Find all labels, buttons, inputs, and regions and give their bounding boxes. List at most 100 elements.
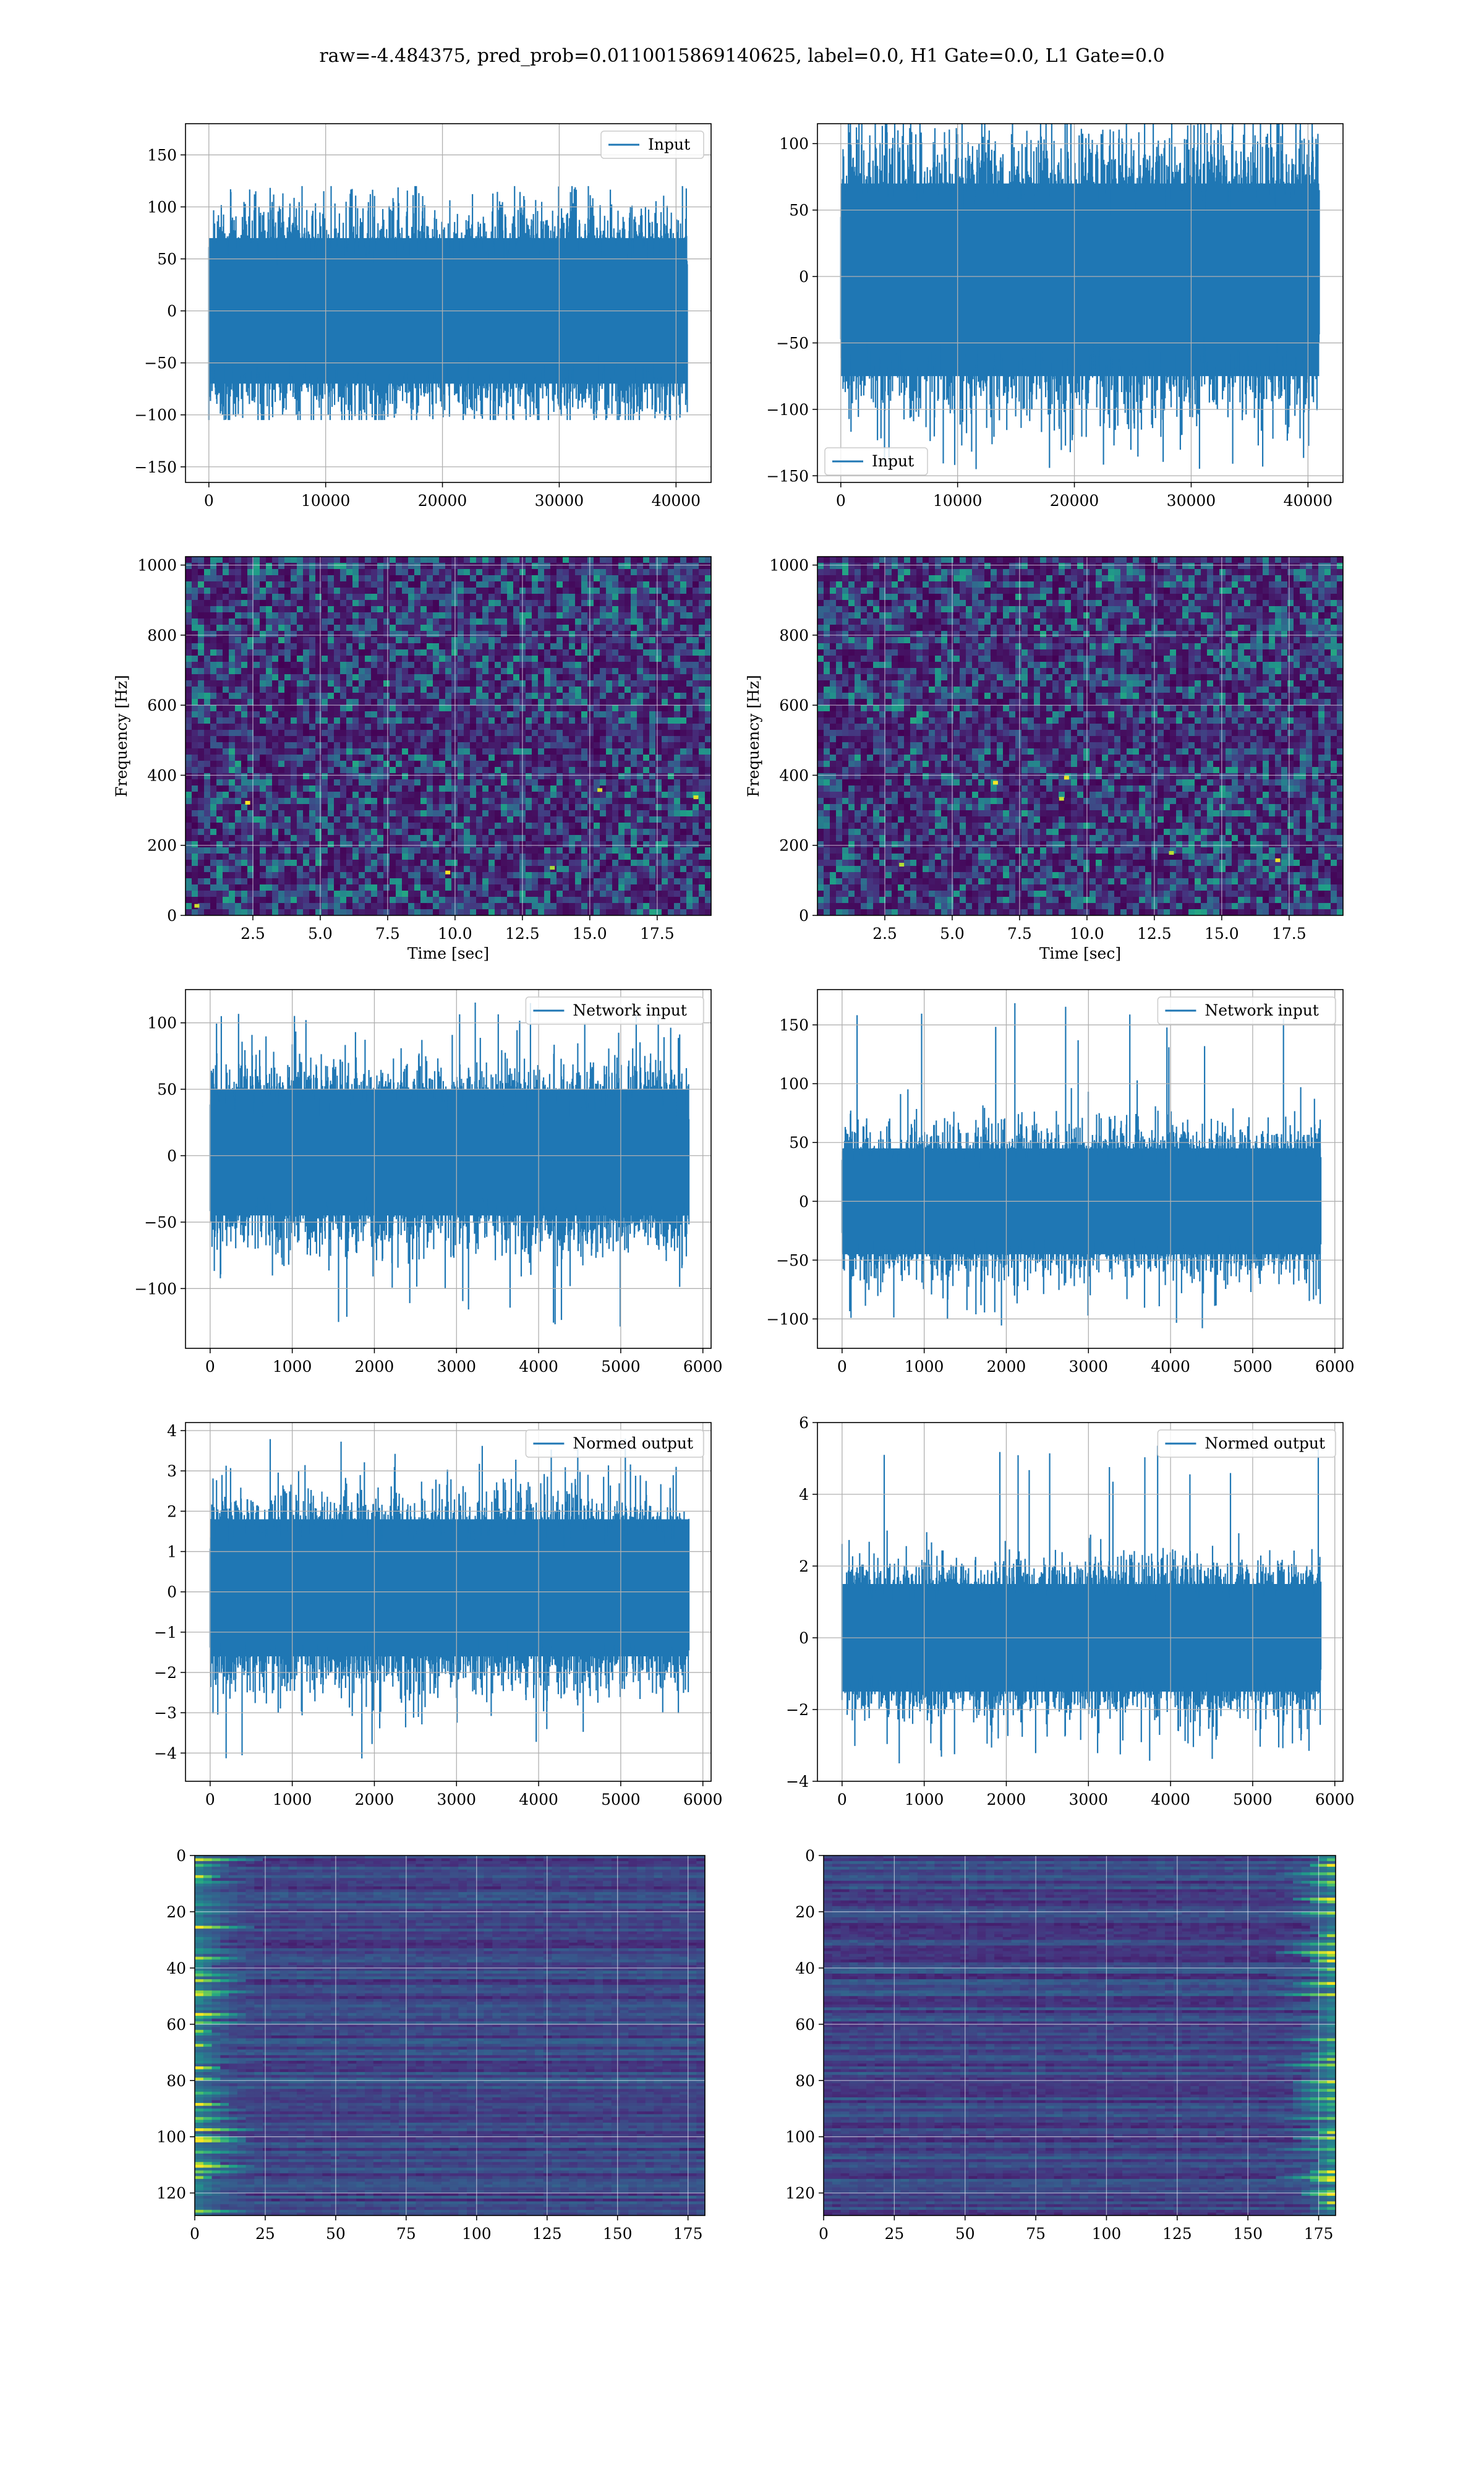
y-tick-label: 0 [167,1583,177,1601]
x-tick-label: 150 [1233,2225,1263,2243]
y-tick-label: 400 [147,766,177,784]
grid [817,990,1343,1348]
series-line-network-input [841,1003,1322,1329]
y-tick-label: 1 [167,1543,177,1561]
grid [817,1423,1343,1781]
x-tick-label: 25 [255,2225,275,2243]
x-tick-label: 4000 [1151,1358,1190,1376]
y-tick-label: 0 [799,268,809,286]
plot-frame [817,556,1344,916]
grid [824,1856,1336,2215]
y-tick-label: 60 [166,2016,186,2034]
x-tick-label: 30000 [1167,492,1216,510]
legend-label: Input [648,135,690,153]
grid [195,1856,705,2215]
legend: Input [600,131,704,159]
panel-r1c1: 0 10000 20000 30000 40000 −150 −100 −50 0 50 100 15… [134,123,712,510]
y-tick-label: 4 [167,1422,177,1440]
grid [186,1423,711,1781]
y-tick-label: 200 [147,837,177,855]
x-tick-label: 75 [1026,2225,1046,2243]
y-tick-label: 100 [779,1075,809,1093]
grid [186,124,711,482]
x-tick-label: 3000 [437,1791,476,1808]
x-tick-label: 0 [837,1791,847,1808]
panel-r5c1: 0 25 50 75 100 125 150 175 0 20 40 60 80 100 120 [156,1847,706,2243]
panel-r2c2: 2.5 5.0 7.5 10.0 12.5 15.0 17.5 0 200 400 600 800 10… [744,556,1344,962]
y-tick-label: 50 [789,202,809,220]
y-tick-label: 2 [799,1557,809,1575]
y-tick-label: 120 [785,2185,815,2202]
y-axis-label: Frequency [Hz] [744,675,762,797]
x-tick-label: 1000 [905,1358,944,1376]
x-tick-label: 2000 [355,1358,394,1376]
grid [817,557,1343,915]
x-tick-label: 75 [396,2225,416,2243]
legend: Network input [1157,996,1336,1025]
y-tick-label: 4 [799,1486,809,1504]
x-tick-label: 10.0 [438,925,472,943]
x-tick-label: 12.5 [1137,925,1172,943]
y-tick-label: 20 [166,1903,186,1921]
y-tick-label: 100 [785,2128,815,2146]
y-tick-label: 0 [167,302,177,320]
series-line-normed-output [841,1445,1322,1763]
legend-frame [525,1429,704,1458]
x-tick-label: 0 [205,1358,215,1376]
y-tick-label: 40 [795,1959,815,1977]
x-tick-label: 1000 [273,1358,312,1376]
x-tick-label: 5.0 [308,925,333,943]
x-tick-label: 10000 [301,492,351,510]
plot-frame [185,123,712,483]
y-tick-label: 1000 [137,557,177,575]
series-line-input [208,186,688,421]
y-tick-label: −100 [766,1310,809,1328]
y-tick-label: 1000 [769,557,809,575]
x-axis-label: Time [sec] [1039,944,1121,962]
y-tick-label: 0 [805,1847,815,1865]
grid [186,557,711,915]
legend-label: Network input [573,1001,686,1019]
x-tick-label: 3000 [437,1358,476,1376]
legend-frame [1157,996,1336,1025]
x-tick-label: 3000 [1068,1791,1108,1808]
plot-frame [194,1855,706,2216]
x-tick-label: 6000 [1315,1358,1355,1376]
y-tick-label: −100 [766,401,809,419]
y-tick-label: 150 [147,146,177,164]
x-tick-label: 5000 [1233,1791,1273,1808]
x-tick-label: 15.0 [1205,925,1239,943]
x-tick-label: 15.0 [573,925,607,943]
y-tick-label: 0 [167,907,177,925]
plot-frame [185,1422,712,1782]
x-tick-label: 2.5 [872,925,897,943]
x-tick-label: 2000 [355,1791,394,1808]
y-tick-label: 0 [176,1847,186,1865]
x-tick-label: 17.5 [1272,925,1307,943]
y-tick-label: 0 [799,1629,809,1647]
panel-r2c1: 2.5 5.0 7.5 10.0 12.5 15.0 17.5 0 200 400 600 800 10… [113,556,712,962]
x-tick-label: 6000 [1315,1791,1355,1808]
plot-frame [185,556,712,916]
legend-label: Normed output [1205,1434,1325,1452]
y-tick-label: 800 [147,627,177,644]
y-tick-label: −3 [154,1704,177,1722]
legend: Normed output [525,1429,704,1458]
y-tick-label: 600 [147,696,177,714]
x-tick-label: 4000 [519,1791,558,1808]
x-tick-label: 100 [462,2225,492,2243]
x-tick-label: 10.0 [1070,925,1104,943]
x-tick-label: 175 [673,2225,703,2243]
panel-r5c2: 0 25 50 75 100 125 150 175 0 20 40 60 80 100 120 [785,1847,1336,2243]
y-tick-label: 6 [799,1414,809,1432]
x-tick-label: 4000 [1151,1791,1190,1808]
x-tick-label: 0 [836,492,846,510]
y-tick-label: 60 [795,2016,815,2034]
x-tick-label: 50 [955,2225,975,2243]
y-tick-label: 50 [789,1134,809,1152]
y-tick-label: 120 [156,2185,186,2202]
y-tick-label: 50 [157,1081,177,1098]
series-line-input [840,124,1320,469]
legend-label: Normed output [573,1434,693,1452]
